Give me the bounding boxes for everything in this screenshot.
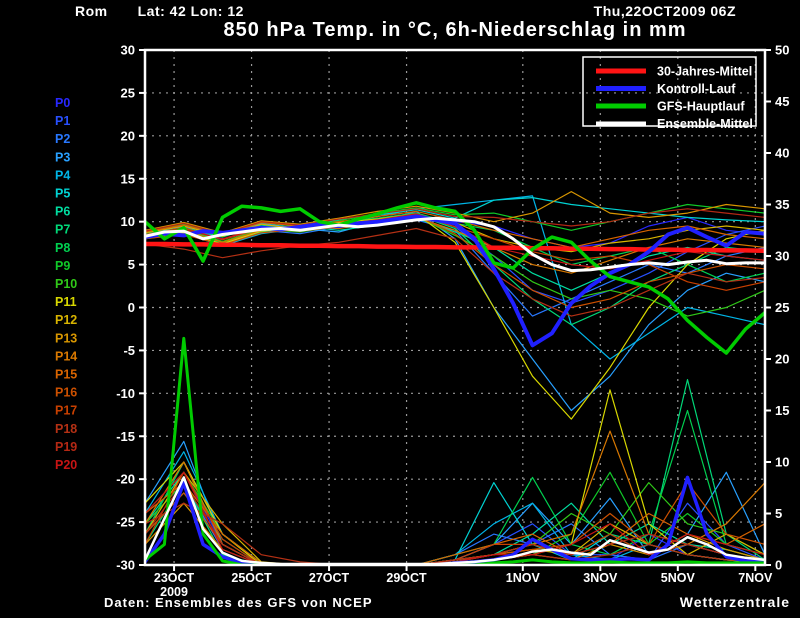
station-name: Rom [75,3,108,19]
temp-line-Ensemble-Mittel [146,216,764,273]
member-label-P5: P5 [55,187,70,201]
svg-text:2009: 2009 [160,585,188,599]
svg-text:1NOV: 1NOV [506,571,541,585]
temp-line-P10 [146,215,764,317]
temp-line-Kontroll-Lauf [146,214,764,348]
svg-text:50: 50 [775,43,789,58]
svg-text:5NOV: 5NOV [661,571,696,585]
svg-text:-15: -15 [116,429,135,444]
member-label-P15: P15 [55,368,77,382]
svg-text:3NOV: 3NOV [583,571,618,585]
svg-text:0: 0 [775,558,782,573]
member-label-P10: P10 [55,277,77,291]
member-label-P12: P12 [55,313,77,327]
svg-text:-10: -10 [116,386,135,401]
svg-text:20: 20 [121,128,135,143]
legend-label-30-Jahres-Mittel: 30-Jahres-Mittel [657,65,752,79]
svg-text:15: 15 [121,171,135,186]
svg-text:25: 25 [775,300,789,315]
member-label-P6: P6 [55,205,70,219]
member-label-P11: P11 [55,295,77,309]
temp-line-P19 [146,208,764,235]
member-label-P8: P8 [55,241,70,255]
svg-text:23OCT: 23OCT [154,571,195,585]
svg-text:-20: -20 [116,472,135,487]
temp-line-30-Jahres-Mittel [146,241,764,254]
svg-text:5: 5 [775,506,782,521]
precip-line-GFS-Hauptlauf [146,336,764,564]
precip-line-P15 [146,482,764,564]
svg-text:10: 10 [121,214,135,229]
member-label-P4: P4 [55,168,70,182]
member-label-P20: P20 [55,458,77,472]
axis-ticks-and-labels: -30 -25 -20 -15 -10 -5 0 5 10 15 20 25 30 0 5 10 15 20 25 3… [116,43,789,600]
temp-line-GFS-Hauptlauf [146,201,764,355]
station-coordinates: Lat: 42 Lon: 12 [137,3,244,19]
svg-text:30: 30 [121,43,135,58]
precip-line-Kontroll-Lauf [146,475,764,564]
temp-line-P4 [146,195,764,360]
member-label-P1: P1 [55,114,70,128]
svg-text:15: 15 [775,403,789,418]
precip-line-P19 [146,482,764,564]
svg-text:35: 35 [775,197,789,212]
member-label-P2: P2 [55,132,70,146]
member-label-P9: P9 [55,259,70,273]
temp-line-P14 [146,216,764,274]
main-series-lines [146,201,764,564]
svg-text:-5: -5 [123,343,135,358]
temp-line-P16 [146,215,764,309]
legend: 30-Jahres-Mittel Kontroll-Lauf GFS-Hauptla… [582,56,757,131]
legend-label-Kontroll-Lauf: Kontroll-Lauf [657,82,736,96]
member-label-P17: P17 [55,404,77,418]
temp-line-P18 [146,227,764,317]
svg-text:7NOV: 7NOV [738,571,773,585]
legend-label-Ensemble-Mittel: Ensemble-Mittel [657,117,753,131]
svg-text:20: 20 [775,352,789,367]
svg-text:27OCT: 27OCT [309,571,350,585]
svg-text:25: 25 [121,85,135,100]
temp-line-P17 [146,214,764,291]
precip-line-Ensemble-Mittel [146,476,764,564]
svg-text:0: 0 [128,300,135,315]
member-label-P0: P0 [55,96,70,110]
svg-text:10: 10 [775,455,789,470]
member-label-P16: P16 [55,386,77,400]
brand-name: Wetterzentrale [679,594,790,610]
member-label-P3: P3 [55,150,70,164]
svg-text:40: 40 [775,146,789,161]
svg-text:45: 45 [775,94,789,109]
member-label-P18: P18 [55,422,77,436]
data-source-note: Daten: Ensembles des GFS von NCEP [104,595,373,610]
member-label-P7: P7 [55,223,70,237]
svg-text:30: 30 [775,249,789,264]
header-left: Rom Lat: 42 Lon: 12 [75,3,244,19]
gridlines [145,50,765,565]
run-datetime: Thu,22OCT2009 06Z [593,3,736,19]
member-label-column: P0 P1 P2 P3 P4 P5 P6 P7 P8 P9 P10 P11 P12 P13 P14 P15 P1… [55,96,77,472]
svg-text:5: 5 [128,257,135,272]
member-label-P14: P14 [55,349,77,363]
member-label-P19: P19 [55,440,77,454]
svg-text:29OCT: 29OCT [386,571,427,585]
svg-text:-25: -25 [116,515,135,530]
member-label-P13: P13 [55,331,77,345]
svg-text:-30: -30 [116,558,135,573]
legend-label-GFS-Hauptlauf: GFS-Hauptlauf [657,100,745,114]
chart-title: 850 hPa Temp. in °C, 6h-Niederschlag in … [223,19,687,41]
svg-text:25OCT: 25OCT [231,571,272,585]
